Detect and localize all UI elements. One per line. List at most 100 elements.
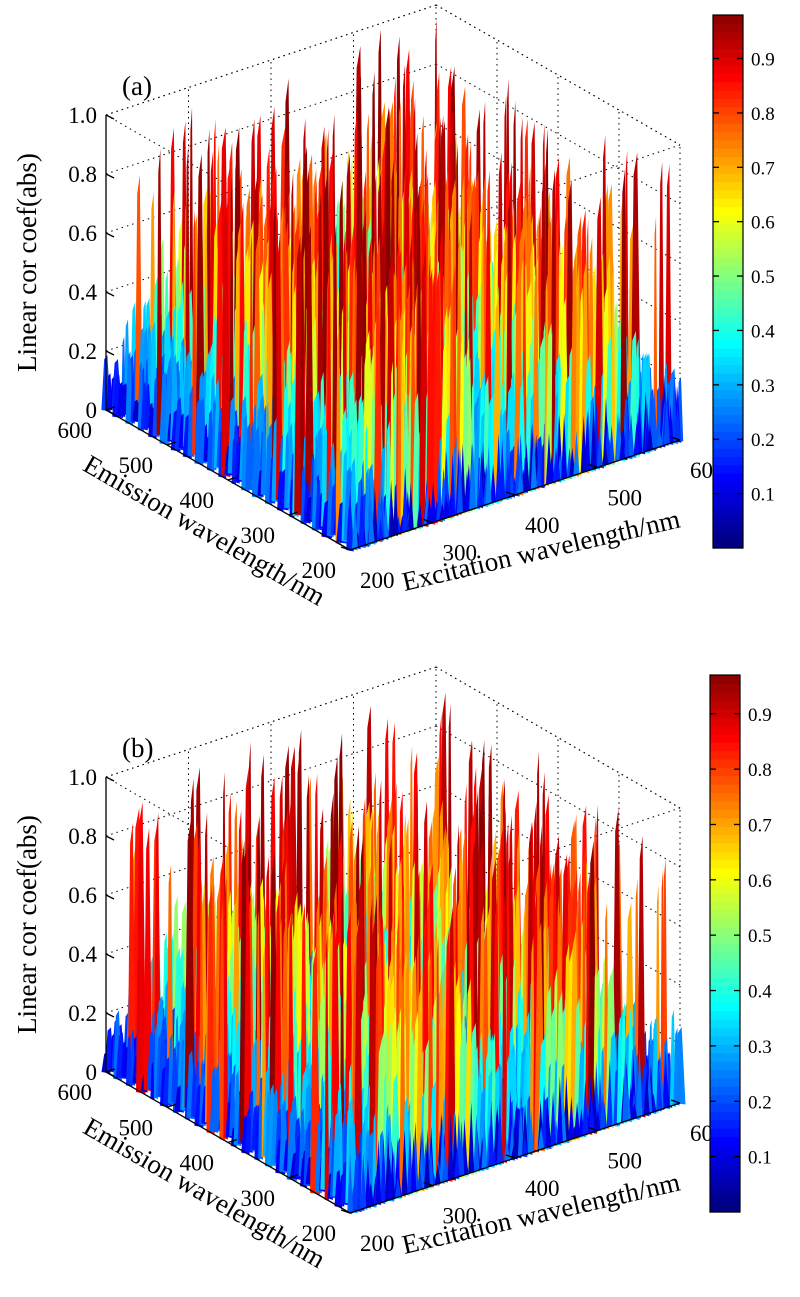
grid-line — [435, 4, 681, 146]
colorbar-segment — [713, 56, 743, 66]
colorbar-segment — [710, 1102, 740, 1112]
colorbar-segment — [713, 464, 743, 474]
surface-spike — [571, 1125, 578, 1139]
colorbar-segment — [713, 373, 743, 383]
surface-spike — [351, 506, 358, 549]
colorbar-segment — [713, 406, 743, 416]
colorbar-segment — [710, 742, 740, 752]
colorbar-segment — [710, 683, 740, 693]
surface-spike — [676, 1064, 683, 1104]
excitation-tick-mark — [505, 491, 516, 496]
surface-spike — [569, 447, 576, 476]
surface-spike — [353, 915, 363, 1191]
colorbar-segment — [710, 1069, 740, 1079]
colorbar-segment — [713, 514, 743, 524]
surface-spike — [496, 1093, 503, 1164]
z-axis-label: Linear cor coef(abs) — [12, 815, 42, 1034]
colorbar-segment — [713, 131, 743, 141]
colorbar-frame — [712, 14, 744, 549]
colorbar-segment — [713, 414, 743, 424]
colorbar-segment — [713, 281, 743, 291]
colorbar-segment — [710, 675, 740, 684]
colorbar-segment — [713, 364, 743, 374]
panel-a: 00.20.40.60.81.0200300400500600200300400… — [12, 4, 775, 612]
surface-spike — [347, 498, 354, 550]
colorbar-segment — [713, 273, 743, 283]
surface-spike — [541, 1093, 548, 1149]
surface-spike — [521, 1135, 528, 1155]
surface-spike — [416, 1168, 423, 1190]
surface-spike — [389, 1164, 396, 1199]
surface-spike — [608, 424, 615, 463]
colorbar-segment — [710, 1178, 740, 1188]
colorbar-segment — [713, 339, 743, 349]
surface-spike — [530, 428, 537, 489]
excitation-tick-label: 400 — [525, 1176, 560, 1201]
colorbar-segment — [710, 1136, 740, 1146]
colorbar-segment — [710, 1144, 740, 1154]
emission-tick-mark — [166, 1103, 177, 1108]
surface-spike — [517, 465, 524, 494]
excitation-tick-label: 300 — [443, 541, 478, 566]
z-tick-mark — [105, 350, 115, 356]
surface-spike — [184, 817, 196, 1110]
colorbar-segment — [713, 73, 743, 83]
colorbar-tick-label: 0.1 — [751, 485, 775, 506]
surface-spike — [488, 1099, 495, 1166]
surface-spike — [481, 1119, 488, 1169]
colorbar-segment — [713, 531, 743, 541]
colorbar-segment — [710, 1195, 740, 1205]
excitation-tick-label: 200 — [360, 568, 395, 593]
surface-spike — [243, 879, 252, 1143]
colorbar-segment — [713, 448, 743, 457]
colorbar-segment — [710, 1010, 740, 1020]
z-tick-mark — [105, 776, 115, 782]
excitation-tick-label: 400 — [525, 513, 560, 538]
emission-tick-mark — [166, 441, 177, 446]
z-tick-mark — [105, 291, 115, 297]
colorbar-segment — [713, 306, 743, 316]
excitation-tick-mark — [670, 436, 681, 441]
surface-spike — [401, 481, 408, 532]
surface-spike — [653, 216, 658, 450]
z-tick-mark — [105, 409, 115, 415]
z-tick-mark — [105, 232, 115, 238]
surface-spike — [447, 1113, 454, 1180]
colorbar-segment — [713, 214, 743, 224]
colorbar-segment — [710, 859, 740, 869]
surface-spike — [416, 501, 423, 527]
surface-spike — [522, 1103, 529, 1155]
surface-spike — [596, 429, 603, 467]
surface-spike — [568, 1096, 575, 1140]
surface-spike — [458, 1120, 465, 1176]
colorbar-segment — [713, 439, 743, 449]
colorbar-segment — [710, 1027, 740, 1037]
surface-spike — [658, 161, 665, 438]
colorbar-segment — [713, 64, 743, 74]
emission-tick-label: 500 — [119, 453, 154, 478]
colorbar-segment — [710, 918, 740, 928]
colorbar-tick-label: 0.3 — [751, 376, 775, 397]
colorbar-segment — [713, 539, 743, 549]
colorbar-segment — [713, 114, 743, 124]
z-axis-label: Linear cor coef(abs) — [12, 153, 42, 372]
colorbar-segment — [710, 909, 740, 919]
z-tick-label: 0.6 — [68, 221, 97, 246]
surface-spike — [674, 1027, 686, 1105]
surface-spike — [396, 303, 402, 536]
colorbar-frame — [709, 674, 741, 1213]
surface-spike — [588, 1096, 595, 1133]
colorbar-segment — [713, 423, 743, 433]
surface-spike — [449, 281, 455, 518]
colorbar-segment — [710, 867, 740, 877]
surface-spike — [633, 422, 640, 455]
colorbar-segment — [713, 164, 743, 174]
colorbar-segment — [713, 48, 743, 58]
surface-spike — [371, 487, 378, 542]
surface-spike — [599, 1092, 606, 1129]
surface-spike — [611, 261, 616, 464]
surface-spike — [335, 324, 342, 545]
surface-spike — [275, 232, 283, 502]
colorbar-segment — [713, 498, 743, 507]
excitation-tick-mark — [340, 546, 351, 551]
